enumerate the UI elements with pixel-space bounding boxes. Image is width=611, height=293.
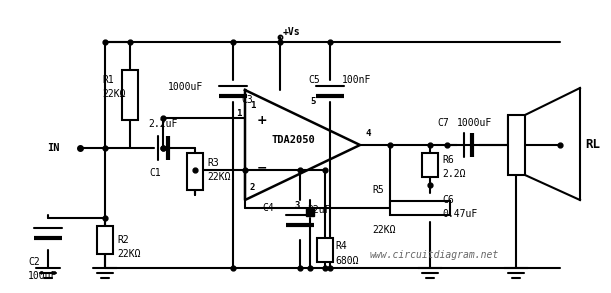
Text: C7: C7	[437, 118, 448, 128]
Text: IN: IN	[48, 143, 60, 153]
Text: 22KΩ: 22KΩ	[207, 172, 230, 182]
Text: 1: 1	[236, 110, 241, 118]
Text: 3: 3	[295, 200, 300, 209]
Text: R6: R6	[442, 155, 454, 165]
Text: 22KΩ: 22KΩ	[372, 225, 395, 235]
Text: 22uF: 22uF	[307, 205, 331, 215]
Bar	[390, 201, 450, 215]
Text: 0.47uF: 0.47uF	[442, 209, 477, 219]
Text: R2: R2	[117, 235, 129, 245]
Text: 22KΩ: 22KΩ	[117, 249, 141, 259]
Text: 1000uF: 1000uF	[457, 118, 492, 128]
Text: 2.2Ω: 2.2Ω	[442, 169, 466, 179]
Text: R5: R5	[372, 185, 384, 195]
Bar	[508, 115, 525, 175]
Text: 22KΩ: 22KΩ	[102, 89, 125, 99]
Text: +Vs: +Vs	[283, 27, 301, 37]
Text: 680Ω: 680Ω	[335, 256, 359, 266]
Text: www.circuitdiagram.net: www.circuitdiagram.net	[370, 250, 499, 260]
Text: C6: C6	[442, 195, 454, 205]
Text: +: +	[257, 113, 268, 127]
Bar	[97, 226, 113, 254]
Text: R3: R3	[207, 158, 219, 168]
Text: R1: R1	[102, 75, 114, 85]
Text: 1000uF: 1000uF	[168, 82, 203, 92]
Text: 4: 4	[365, 129, 370, 137]
Text: C4: C4	[262, 203, 274, 213]
Text: R4: R4	[335, 241, 347, 251]
Text: C3: C3	[241, 95, 253, 105]
Bar	[422, 153, 438, 177]
Text: C2: C2	[28, 257, 40, 267]
Text: 2: 2	[250, 183, 255, 193]
Bar	[317, 238, 333, 262]
Text: 5: 5	[310, 98, 315, 106]
Text: 1: 1	[250, 100, 255, 110]
Text: 2.2uF: 2.2uF	[148, 119, 177, 129]
Text: RL: RL	[585, 139, 600, 151]
Text: C1: C1	[149, 168, 161, 178]
Text: TDA2050: TDA2050	[271, 135, 315, 145]
Text: −: −	[257, 161, 268, 175]
Text: 100nF: 100nF	[342, 75, 371, 85]
Bar	[187, 153, 203, 190]
Text: C5: C5	[308, 75, 320, 85]
Bar	[122, 70, 138, 120]
Text: 100uF: 100uF	[28, 271, 57, 281]
